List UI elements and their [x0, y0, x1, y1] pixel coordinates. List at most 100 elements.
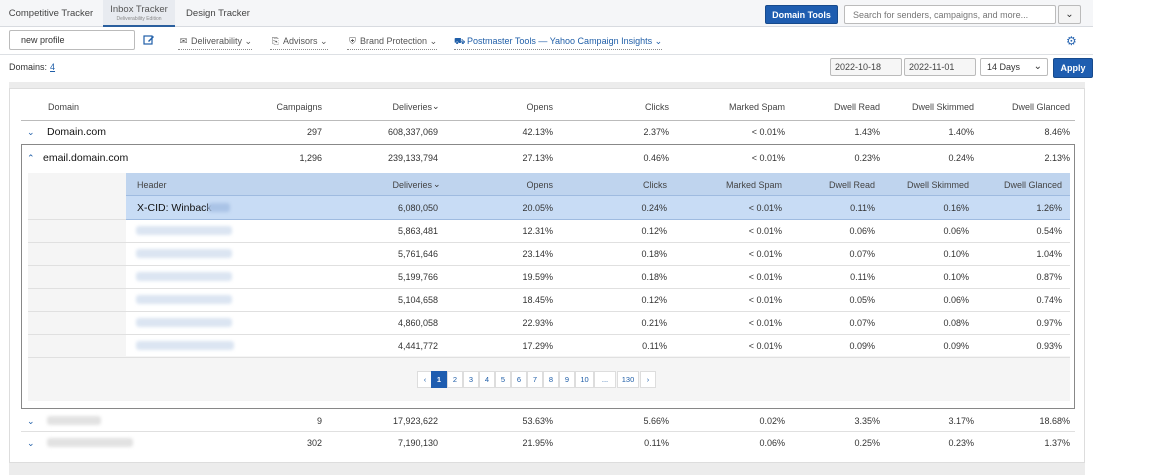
subcol-deliveries[interactable]: Deliveries [392, 180, 432, 190]
chevron-down-icon: ⌄ [1033, 61, 1042, 72]
dwell-skimmed-cell: 3.17% [948, 416, 974, 426]
domain-cell[interactable]: Domain.com [47, 126, 106, 138]
redacted-domain[interactable] [47, 416, 101, 425]
date-end-field[interactable]: 2022-11-01 [904, 58, 976, 76]
range-select[interactable]: 14 Days ⌄ [980, 58, 1048, 76]
deliverability-menu[interactable]: ✉ Deliverability ⌄ [178, 36, 253, 50]
subtable-row-selected[interactable] [126, 196, 1070, 220]
pagination-page[interactable]: 130 [617, 371, 639, 388]
postmaster-tools-menu[interactable]: ⛟ Postmaster Tools — Yahoo Campaign Insig… [454, 36, 663, 50]
pagination-page[interactable]: 9 [559, 371, 575, 388]
redacted-header[interactable] [136, 318, 232, 327]
subrow-glanced-cell: 1.26% [1036, 203, 1062, 213]
filter-bar: Domains: 4 2022-10-18 2022-11-01 14 Days ⌄… [0, 55, 1093, 82]
dwell-read-cell: 0.25% [854, 438, 880, 448]
pagination-page[interactable]: 1 [431, 371, 447, 388]
subrow-deliveries-cell: 5,761,646 [397, 249, 438, 259]
search-dropdown-button[interactable]: ⌄ [1058, 5, 1081, 24]
pagination-page[interactable]: 6 [511, 371, 527, 388]
domain-tools-button[interactable]: Domain Tools [765, 5, 838, 24]
subcol-dwell-glanced[interactable]: Dwell Glanced [1003, 180, 1062, 190]
spam-cell: 0.06% [759, 438, 785, 448]
subrow-skimmed-cell: 0.09% [943, 341, 969, 351]
subrow-clicks-cell: 0.21% [641, 318, 667, 328]
search-input[interactable] [844, 5, 1056, 24]
advisors-menu[interactable]: ⎘ Advisors ⌄ [270, 36, 328, 50]
col-dwell-skimmed[interactable]: Dwell Skimmed [911, 102, 974, 112]
clicks-cell: 2.37% [643, 127, 669, 137]
opens-cell: 27.13% [522, 153, 553, 163]
pagination-next[interactable]: › [640, 371, 656, 388]
pagination-page[interactable]: ... [594, 371, 616, 388]
tab-design-tracker[interactable]: Design Tracker [186, 8, 250, 19]
clicks-cell: 0.46% [643, 153, 669, 163]
profile-input[interactable] [9, 30, 135, 50]
pagination-page[interactable]: 3 [463, 371, 479, 388]
pagination-page[interactable]: 2 [447, 371, 463, 388]
subrow-skimmed-cell: 0.06% [943, 295, 969, 305]
subcol-dwell-skimmed[interactable]: Dwell Skimmed [906, 180, 969, 190]
col-domain[interactable]: Domain [48, 102, 80, 112]
redacted-header[interactable] [136, 295, 232, 304]
dwell-glanced-cell: 18.68% [1039, 416, 1070, 426]
subrow-divider [28, 219, 126, 220]
redacted-header[interactable] [136, 249, 232, 258]
collapse-chevron-icon[interactable]: ⌃ [27, 153, 35, 163]
advisor-icon: ⎘ [271, 36, 280, 46]
redacted-header[interactable] [136, 341, 234, 350]
subrow-divider [28, 288, 1070, 289]
postmaster-tools-menu-label: Postmaster Tools — Yahoo Campaign Insigh… [467, 36, 653, 46]
expand-chevron-icon[interactable]: ⌄ [27, 438, 35, 448]
campaigns-cell: 302 [306, 438, 322, 448]
subrow-clicks-cell: 0.18% [641, 272, 667, 282]
advisors-menu-label: Advisors [283, 36, 318, 46]
tab-inbox-tracker[interactable]: Inbox Tracker Deliverability Edition [103, 0, 175, 27]
dwell-glanced-cell: 2.13% [1044, 153, 1070, 163]
subcol-header[interactable]: Header [137, 180, 167, 190]
subrow-header-cell[interactable]: X-CID: Winback [137, 202, 212, 214]
subcol-dwell-read[interactable]: Dwell Read [828, 180, 875, 190]
pagination-page[interactable]: 8 [543, 371, 559, 388]
sort-desc-icon: ⌄ [433, 179, 441, 189]
subrow-divider [28, 311, 1070, 312]
pagination-page[interactable]: 4 [479, 371, 495, 388]
brand-protection-menu[interactable]: ⛨ Brand Protection ⌄ [347, 36, 438, 50]
subcol-opens[interactable]: Opens [526, 180, 553, 190]
subcol-clicks[interactable]: Clicks [643, 180, 667, 190]
gear-icon[interactable]: ⚙ [1066, 34, 1077, 48]
col-marked-spam[interactable]: Marked Spam [728, 102, 785, 112]
col-opens[interactable]: Opens [526, 102, 553, 112]
envelope-icon: ✉ [179, 36, 188, 46]
dwell-read-cell: 0.23% [854, 153, 880, 163]
tab-competitive-tracker[interactable]: Competitive Tracker [8, 8, 94, 19]
subrow-read-cell: 0.06% [849, 226, 875, 236]
domains-count-link[interactable]: 4 [50, 62, 56, 72]
domain-cell[interactable]: email.domain.com [43, 152, 129, 164]
shield-icon: ⛨ [349, 36, 356, 46]
pagination-page[interactable]: 7 [527, 371, 543, 388]
truck-icon: ⛟ [454, 36, 466, 46]
col-dwell-glanced[interactable]: Dwell Glanced [1011, 102, 1070, 112]
subrow-divider [28, 265, 1070, 266]
redacted-header[interactable] [136, 226, 232, 235]
pagination-page[interactable]: 10 [575, 371, 594, 388]
col-deliveries[interactable]: Deliveries [392, 102, 432, 112]
redacted-header[interactable] [136, 272, 232, 281]
expand-chevron-icon[interactable]: ⌄ [27, 416, 35, 426]
tab-inbox-tracker-label: Inbox Tracker [110, 4, 168, 15]
redacted-domain[interactable] [47, 438, 133, 447]
subcol-marked-spam[interactable]: Marked Spam [725, 180, 782, 190]
subrow-deliveries-cell: 4,860,058 [397, 318, 438, 328]
pagination-page[interactable]: 5 [495, 371, 511, 388]
apply-button[interactable]: Apply [1053, 58, 1093, 78]
edit-icon[interactable] [143, 34, 155, 46]
chevron-down-icon: ⌄ [320, 36, 328, 46]
subrow-skimmed-cell: 0.10% [943, 272, 969, 282]
subrow-glanced-cell: 0.74% [1036, 295, 1062, 305]
subrow-clicks-cell: 0.12% [641, 226, 667, 236]
expand-chevron-icon[interactable]: ⌄ [27, 127, 35, 137]
col-dwell-read[interactable]: Dwell Read [833, 102, 880, 112]
date-start-field[interactable]: 2022-10-18 [830, 58, 902, 76]
col-clicks[interactable]: Clicks [645, 102, 669, 112]
col-campaigns[interactable]: Campaigns [276, 102, 322, 112]
